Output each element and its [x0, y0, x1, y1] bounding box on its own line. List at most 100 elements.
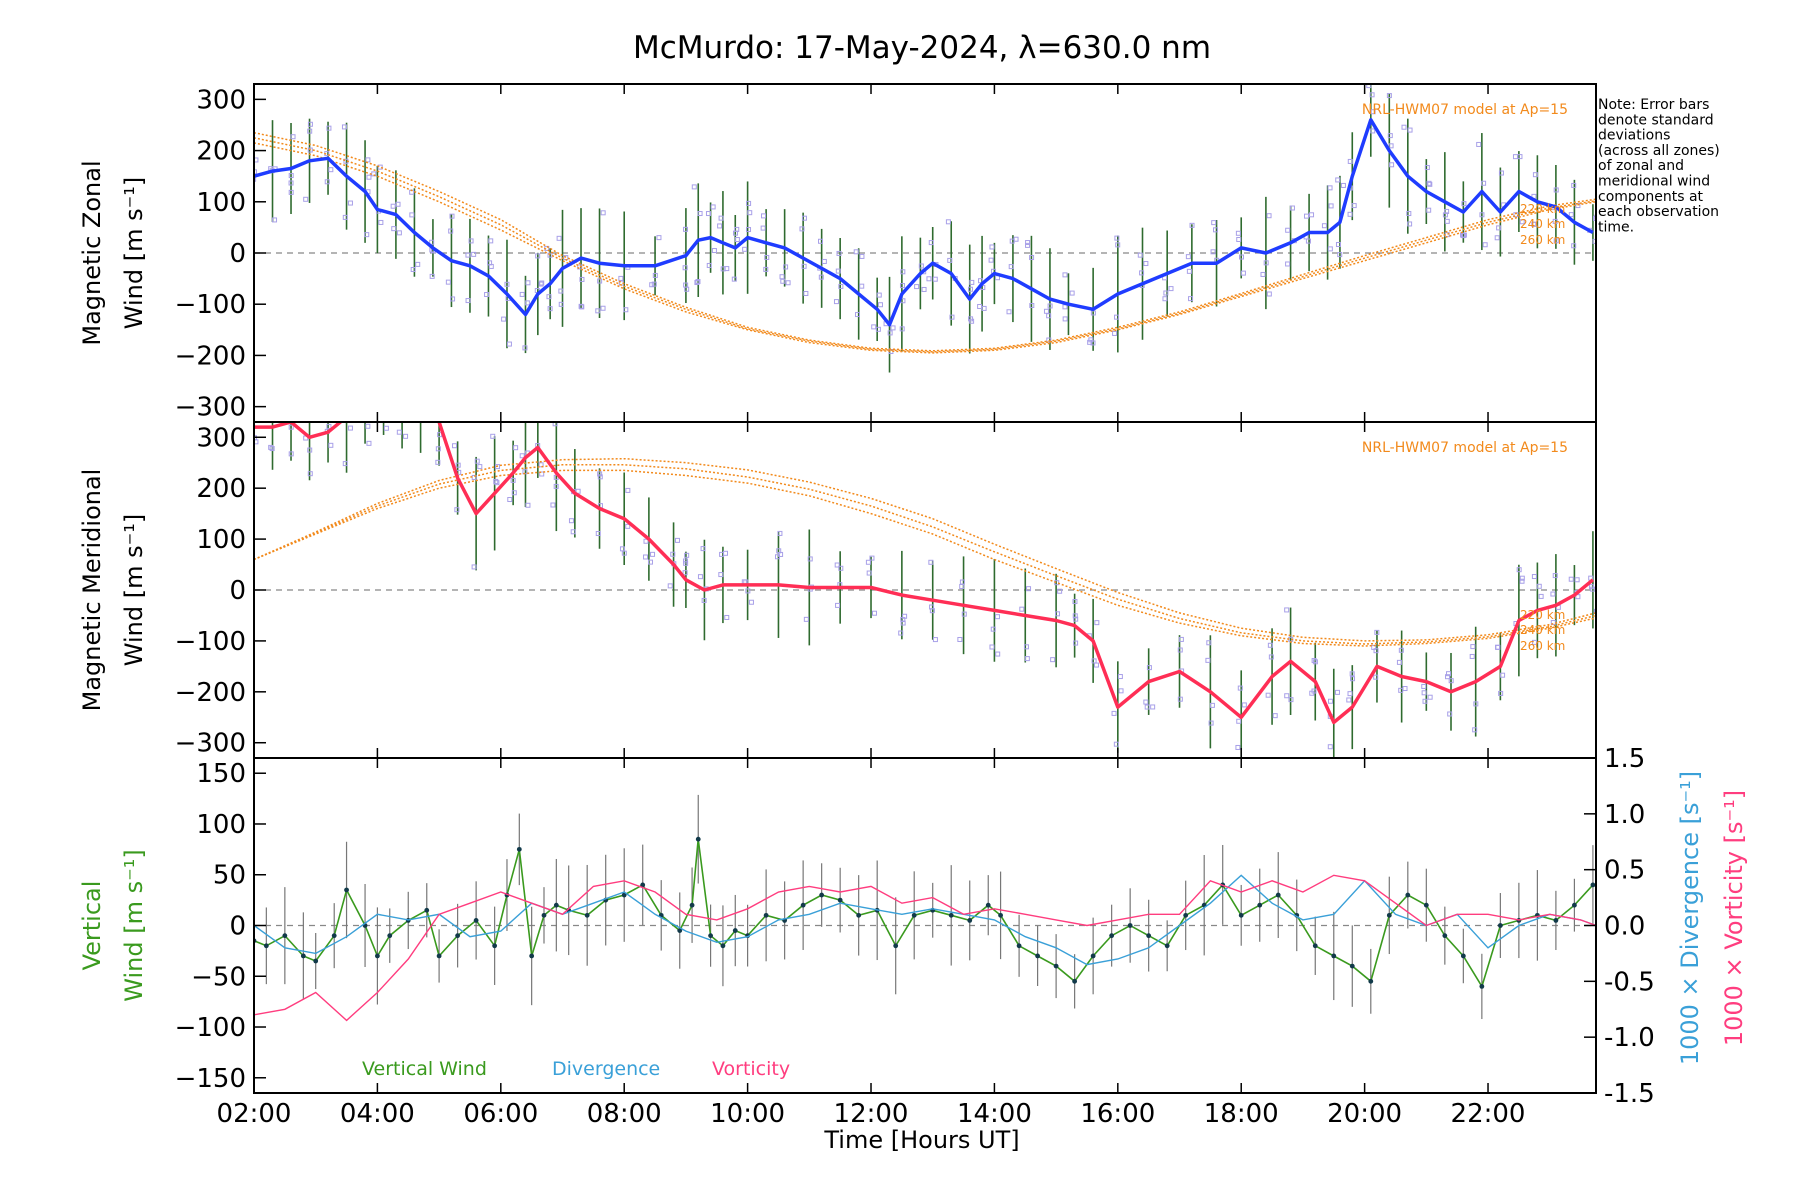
model-curve-220km: [254, 142, 1596, 354]
zone-point: [471, 251, 477, 257]
zone-point: [1139, 270, 1145, 276]
zone-point: [268, 444, 274, 450]
zone-point: [1426, 180, 1432, 186]
zone-point: [507, 497, 513, 503]
zone-point: [1025, 240, 1031, 246]
zone-point: [1177, 696, 1183, 702]
zone-point: [326, 125, 332, 131]
y-tick-label: 300: [196, 423, 246, 453]
vertical-wind-point: [1460, 953, 1466, 959]
zone-point: [600, 305, 606, 311]
zone-point: [1494, 235, 1500, 241]
zone-point: [1023, 644, 1029, 650]
zone-point: [1026, 586, 1032, 592]
y-tick-label: 150: [196, 759, 246, 789]
zone-point: [493, 478, 499, 484]
zone-point: [871, 610, 877, 616]
zone-point: [1448, 678, 1454, 684]
zone-point: [1335, 242, 1341, 248]
zone-point: [288, 180, 294, 186]
zone-point: [1285, 227, 1291, 233]
vertical-wind-point: [436, 953, 442, 959]
zone-point: [932, 276, 938, 282]
note-line: each observation: [1598, 204, 1719, 220]
vertical-wind-point: [1590, 882, 1596, 888]
zone-point: [995, 651, 1001, 657]
zone-point: [981, 305, 987, 311]
zone-point: [902, 613, 908, 619]
vertical-wind-point: [819, 892, 825, 898]
zone-point: [538, 462, 544, 468]
zone-point: [525, 280, 531, 286]
zone-point: [977, 303, 983, 309]
zone-point: [1470, 644, 1476, 650]
zone-point: [779, 274, 785, 280]
zone-point: [718, 215, 724, 221]
divergence-line: [254, 874, 1596, 966]
zone-point: [1178, 636, 1184, 642]
zone-point: [1073, 640, 1079, 646]
vertical-wind-point: [1053, 963, 1059, 969]
zone-point: [558, 288, 564, 294]
vertical-wind-point: [967, 918, 973, 923]
zone-point: [449, 213, 455, 219]
zone-point: [1407, 127, 1413, 133]
zone-point: [307, 447, 313, 453]
zone-point: [859, 283, 865, 289]
vertical-wind-point: [985, 902, 991, 908]
zone-point: [553, 483, 559, 489]
vertical-wind-point: [1035, 953, 1041, 959]
zone-point: [454, 507, 460, 513]
vertical-wind-point: [1479, 984, 1485, 989]
zone-point: [1024, 656, 1030, 662]
zone-point: [344, 361, 348, 365]
zone-point: [1590, 586, 1596, 592]
zone-point: [546, 294, 552, 300]
zone-point: [682, 226, 688, 232]
y-tick-label: −300: [175, 393, 246, 423]
zone-point: [748, 599, 754, 605]
zone-point: [1498, 170, 1504, 176]
vertical-wind-point: [313, 958, 319, 964]
zone-point: [1388, 143, 1394, 149]
vertical-wind-point: [856, 912, 862, 918]
vertical-wind-point: [1386, 912, 1392, 918]
y2-tick-label: 0.5: [1604, 856, 1645, 886]
vertical-wind-point: [1072, 978, 1078, 984]
zone-point: [326, 423, 332, 429]
zone-point: [366, 174, 372, 180]
zone-point: [1496, 225, 1502, 231]
zone-point: [378, 219, 384, 225]
zone-point: [1006, 309, 1012, 315]
zone-point: [1482, 242, 1488, 248]
zone-point: [724, 614, 730, 620]
zone-point: [650, 551, 656, 557]
zone-point: [900, 269, 906, 275]
y-tick-label: 50: [213, 861, 246, 891]
zone-point: [1150, 704, 1156, 710]
zone-point: [1114, 235, 1120, 241]
x-tick-label: 14:00: [957, 1099, 1032, 1129]
zone-point: [921, 286, 927, 292]
zone-point: [249, 196, 253, 200]
zone-point: [324, 179, 330, 185]
zone-point: [780, 278, 786, 284]
y-tick-label: 0: [229, 912, 246, 942]
y-tick-label: 300: [196, 85, 246, 115]
zone-point: [1347, 211, 1353, 217]
zone-point: [1574, 577, 1580, 583]
zone-point: [575, 488, 581, 494]
zone-point: [1402, 686, 1408, 692]
zone-point: [1284, 607, 1290, 613]
zone-point: [835, 602, 841, 608]
zone-point: [1321, 223, 1327, 229]
zone-point: [249, 418, 253, 422]
plot-area-meridional: [249, 361, 1596, 758]
zone-point: [801, 263, 807, 269]
plot-area-zonal: [249, 84, 1596, 373]
zone-point: [490, 433, 496, 439]
zone-point: [1568, 212, 1574, 218]
zone-point: [1553, 238, 1559, 244]
zone-point: [1337, 252, 1343, 258]
zone-point: [347, 425, 353, 431]
